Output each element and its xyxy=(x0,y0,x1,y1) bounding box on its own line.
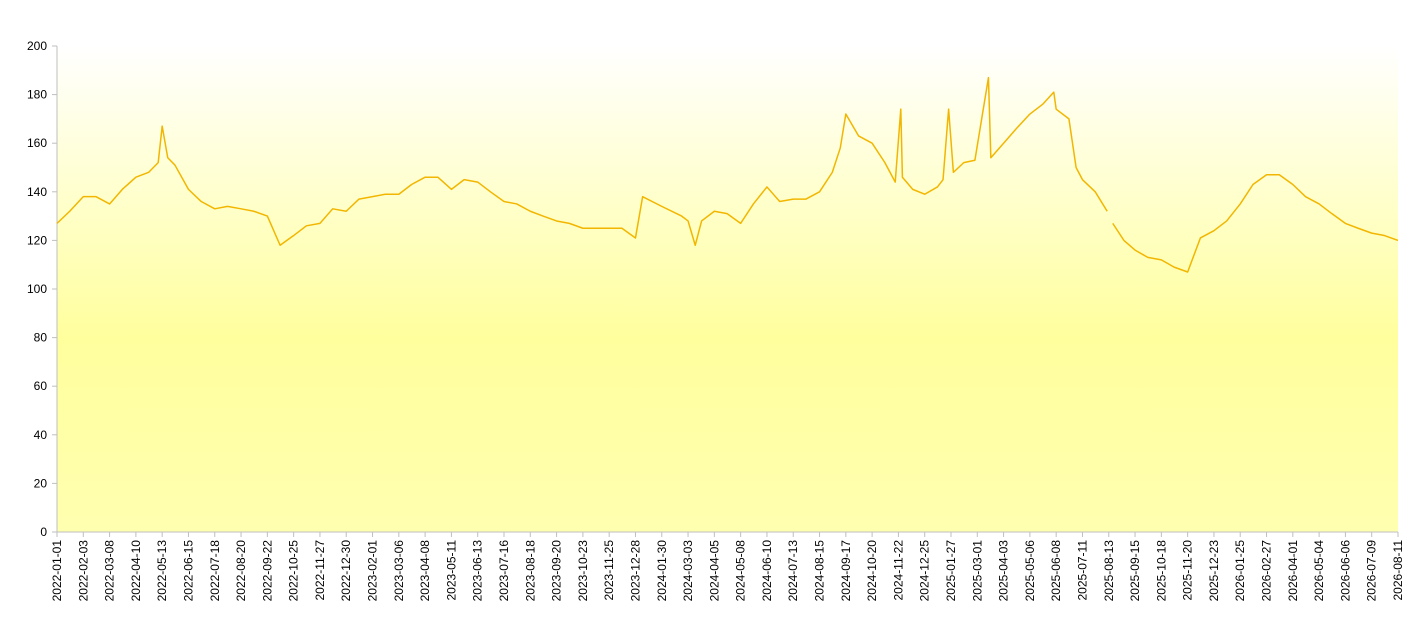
x-tick-label: 2026-06-06 xyxy=(1338,540,1352,602)
x-tick-label: 2024-08-15 xyxy=(813,540,827,602)
x-tick-label: 2022-04-10 xyxy=(129,540,143,602)
x-tick-label: 2026-04-01 xyxy=(1286,540,1300,602)
x-tick-label: 2022-10-25 xyxy=(287,540,301,602)
x-tick-label: 2022-08-20 xyxy=(234,540,248,602)
y-tick-label: 100 xyxy=(27,282,47,296)
x-tick-label: 2024-11-22 xyxy=(891,540,905,601)
x-tick-label: 2023-02-01 xyxy=(366,540,380,602)
y-tick-label: 40 xyxy=(34,428,48,442)
y-tick-label: 120 xyxy=(27,233,47,247)
x-tick-label: 2024-09-17 xyxy=(839,540,853,602)
x-tick-label: 2022-11-27 xyxy=(313,540,327,601)
x-tick-label: 2026-07-09 xyxy=(1365,540,1379,602)
x-tick-label: 2025-08-13 xyxy=(1102,540,1116,602)
x-tick-label: 2025-11-20 xyxy=(1181,540,1195,601)
x-tick-label: 2025-01-27 xyxy=(944,540,958,602)
x-tick-label: 2024-03-03 xyxy=(681,540,695,602)
y-tick-label: 0 xyxy=(40,525,47,539)
y-tick-label: 200 xyxy=(27,39,47,53)
x-tick-label: 2022-06-15 xyxy=(181,540,195,602)
x-tick-label: 2022-01-01 xyxy=(50,540,64,602)
x-tick-label: 2023-06-13 xyxy=(471,540,485,602)
plot-area xyxy=(57,46,1398,532)
x-tick-label: 2024-04-05 xyxy=(707,540,721,602)
x-tick-label: 2023-04-08 xyxy=(418,540,432,602)
y-tick-label: 160 xyxy=(27,136,47,150)
x-tick-label: 2022-12-30 xyxy=(339,540,353,602)
x-tick-label: 2026-01-25 xyxy=(1233,540,1247,602)
x-tick-label: 2023-10-23 xyxy=(576,540,590,602)
x-tick-label: 2023-12-28 xyxy=(628,540,642,602)
y-tick-label: 180 xyxy=(27,88,47,102)
x-tick-label: 2025-09-15 xyxy=(1128,540,1142,602)
x-tick-label: 2024-10-20 xyxy=(865,540,879,602)
x-tick-label: 2024-05-08 xyxy=(734,540,748,602)
x-tick-label: 2026-05-04 xyxy=(1312,540,1326,602)
x-tick-label: 2024-06-10 xyxy=(760,540,774,602)
y-tick-label: 140 xyxy=(27,185,47,199)
data-line xyxy=(56,76,1399,273)
x-tick-label: 2025-10-18 xyxy=(1154,540,1168,602)
x-tick-label: 2025-04-03 xyxy=(997,540,1011,602)
x-tick-label: 2023-11-25 xyxy=(602,540,616,601)
x-tick-label: 2022-07-18 xyxy=(208,540,222,602)
x-tick-label: 2025-03-01 xyxy=(970,540,984,602)
x-tick-label: 2025-05-06 xyxy=(1023,540,1037,602)
y-tick-label: 60 xyxy=(34,379,48,393)
x-tick-label: 2023-05-11 xyxy=(444,540,458,601)
x-tick-label: 2025-07-11 xyxy=(1075,540,1089,601)
y-tick-label: 80 xyxy=(34,331,48,345)
x-tick-label: 2024-07-13 xyxy=(786,540,800,602)
x-tick-label: 2022-09-22 xyxy=(260,540,274,602)
x-tick-label: 2025-12-23 xyxy=(1207,540,1221,602)
x-tick-label: 2026-08-11 xyxy=(1391,540,1405,601)
x-tick-label: 2023-08-18 xyxy=(523,540,537,602)
x-tick-label: 2023-09-20 xyxy=(550,540,564,602)
x-tick-label: 2022-03-08 xyxy=(103,540,117,602)
x-tick-label: 2022-02-03 xyxy=(76,540,90,602)
y-tick-label: 20 xyxy=(34,476,48,490)
x-tick-label: 2023-07-16 xyxy=(497,540,511,602)
x-tick-label: 2023-03-06 xyxy=(392,540,406,602)
x-tick-label: 2025-06-08 xyxy=(1049,540,1063,602)
x-tick-label: 2026-02-27 xyxy=(1260,540,1274,602)
x-tick-label: 2024-12-25 xyxy=(918,540,932,602)
x-tick-label: 2024-01-30 xyxy=(655,540,669,602)
x-tick-label: 2022-05-13 xyxy=(155,540,169,602)
